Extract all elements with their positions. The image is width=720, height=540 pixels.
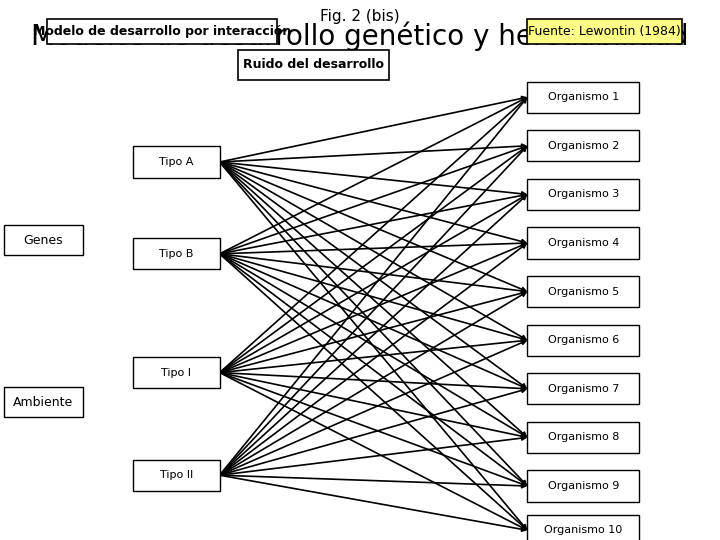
Text: Organismo 9: Organismo 9 bbox=[547, 481, 619, 491]
FancyBboxPatch shape bbox=[527, 179, 639, 210]
Text: Modelo de desarrollo por interacción: Modelo de desarrollo por interacción bbox=[33, 25, 291, 38]
FancyBboxPatch shape bbox=[527, 276, 639, 307]
Text: Fuente: Lewontin (1984): Fuente: Lewontin (1984) bbox=[528, 25, 681, 38]
Text: Tipo B: Tipo B bbox=[159, 249, 194, 259]
FancyBboxPatch shape bbox=[527, 130, 639, 161]
FancyBboxPatch shape bbox=[527, 515, 639, 540]
Text: Organismo 4: Organismo 4 bbox=[547, 238, 619, 248]
FancyBboxPatch shape bbox=[133, 238, 220, 269]
FancyBboxPatch shape bbox=[238, 50, 389, 79]
Text: Tipo I: Tipo I bbox=[161, 368, 192, 377]
Text: Ambiente: Ambiente bbox=[13, 396, 73, 409]
FancyBboxPatch shape bbox=[527, 373, 639, 404]
Text: Organismo 6: Organismo 6 bbox=[548, 335, 618, 345]
Text: Organismo 8: Organismo 8 bbox=[547, 433, 619, 442]
FancyBboxPatch shape bbox=[133, 460, 220, 491]
FancyBboxPatch shape bbox=[527, 422, 639, 453]
Text: Organismo 5: Organismo 5 bbox=[548, 287, 618, 296]
Text: Organismo 2: Organismo 2 bbox=[547, 141, 619, 151]
FancyBboxPatch shape bbox=[4, 388, 83, 417]
Text: Organismo 10: Organismo 10 bbox=[544, 525, 622, 535]
FancyBboxPatch shape bbox=[527, 470, 639, 502]
Text: Organismo 3: Organismo 3 bbox=[548, 190, 618, 199]
FancyBboxPatch shape bbox=[527, 19, 682, 44]
Text: Tipo II: Tipo II bbox=[160, 470, 193, 480]
FancyBboxPatch shape bbox=[133, 146, 220, 178]
FancyBboxPatch shape bbox=[527, 82, 639, 113]
Text: Organismo 1: Organismo 1 bbox=[548, 92, 618, 102]
FancyBboxPatch shape bbox=[4, 225, 83, 255]
FancyBboxPatch shape bbox=[527, 325, 639, 356]
Text: Genes: Genes bbox=[23, 234, 63, 247]
FancyBboxPatch shape bbox=[133, 357, 220, 388]
Text: Fig. 2 (bis): Fig. 2 (bis) bbox=[320, 9, 400, 24]
Text: Ruido del desarrollo: Ruido del desarrollo bbox=[243, 58, 384, 71]
Text: Modelos de desarrollo genético y heredabilidad: Modelos de desarrollo genético y heredab… bbox=[31, 22, 689, 51]
Text: Tipo A: Tipo A bbox=[159, 157, 194, 167]
Text: Organismo 7: Organismo 7 bbox=[547, 384, 619, 394]
FancyBboxPatch shape bbox=[527, 227, 639, 259]
FancyBboxPatch shape bbox=[47, 19, 277, 44]
